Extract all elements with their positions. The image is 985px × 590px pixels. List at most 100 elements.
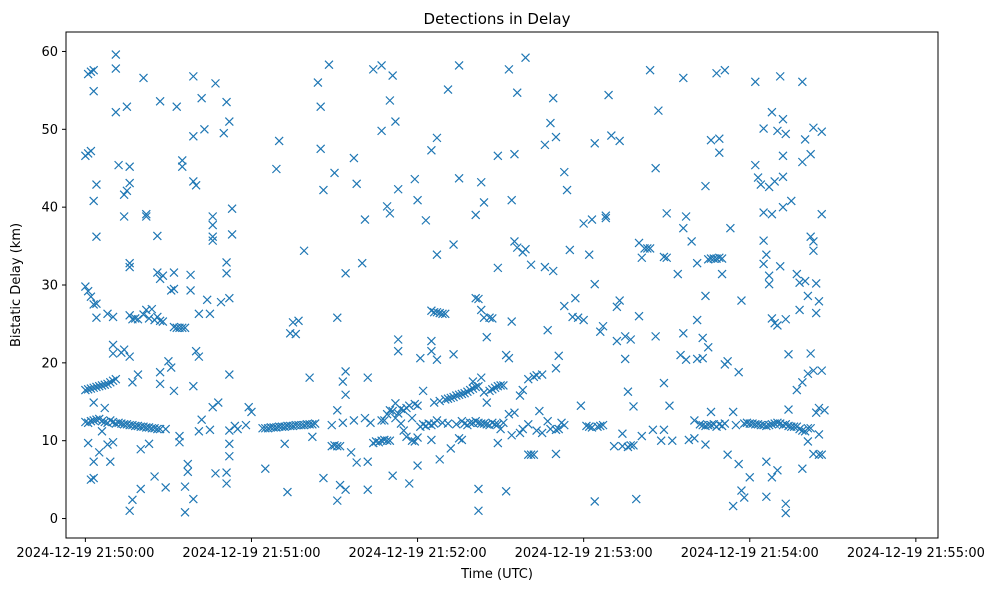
data-point (601, 211, 611, 221)
data-point (482, 398, 492, 407)
data-point (759, 259, 769, 269)
data-point (761, 421, 771, 431)
data-point (462, 387, 472, 397)
data-point (775, 261, 785, 271)
data-point (407, 436, 417, 446)
x-tick-label: 2024-12-19 21:54:00 (681, 546, 819, 561)
data-point (523, 419, 533, 429)
data-point (158, 317, 168, 327)
data-point (119, 212, 129, 221)
data-point (584, 250, 594, 260)
data-point (634, 311, 644, 321)
data-point (551, 132, 561, 142)
data-point (180, 323, 190, 333)
data-point (521, 53, 530, 63)
y-tick-label: 60 (41, 45, 58, 60)
data-point (598, 321, 608, 331)
data-point (701, 440, 710, 450)
data-point (216, 297, 226, 307)
data-point (678, 73, 688, 83)
data-point (482, 419, 492, 429)
data-point (809, 123, 818, 133)
data-point (114, 418, 124, 428)
data-point (728, 501, 738, 511)
data-point (152, 312, 162, 322)
data-point (507, 430, 517, 440)
data-point (817, 127, 827, 137)
data-point (94, 447, 104, 457)
data-point (723, 356, 733, 366)
data-point (410, 399, 420, 409)
data-point (357, 258, 367, 268)
data-point (554, 351, 564, 361)
data-point (653, 106, 663, 116)
data-point (487, 314, 497, 323)
data-point (332, 313, 342, 323)
data-point (659, 425, 669, 435)
data-point (493, 419, 503, 429)
data-point (86, 67, 96, 77)
data-point (393, 184, 403, 194)
data-point (227, 204, 237, 214)
data-point (518, 385, 528, 395)
data-point (548, 93, 558, 103)
data-point (504, 353, 514, 363)
data-point (637, 431, 647, 441)
data-point (681, 212, 691, 221)
data-point (224, 426, 234, 435)
data-point (797, 464, 807, 474)
data-point (615, 296, 625, 305)
data-point (737, 486, 746, 495)
data-point (792, 385, 802, 395)
data-point (767, 314, 777, 323)
data-point (617, 429, 627, 439)
data-point (579, 315, 589, 325)
data-point (133, 314, 143, 324)
data-point (260, 464, 270, 474)
data-point (703, 342, 713, 352)
data-point (161, 424, 171, 434)
data-point (125, 258, 135, 268)
data-point (501, 486, 511, 496)
y-tick-label: 40 (41, 201, 58, 216)
data-point (689, 416, 699, 425)
data-point (319, 185, 328, 195)
data-point (191, 346, 201, 356)
data-point (197, 415, 207, 425)
data-point (86, 416, 96, 426)
data-point (809, 366, 818, 376)
data-point (648, 425, 658, 435)
data-point (125, 162, 135, 172)
data-point (407, 413, 417, 423)
data-point (590, 496, 600, 506)
data-point (338, 377, 348, 386)
data-point (498, 418, 508, 428)
data-point (224, 293, 234, 303)
data-point (177, 162, 187, 172)
data-point (507, 317, 517, 327)
data-point (316, 102, 326, 112)
data-point (89, 383, 99, 393)
data-point (224, 370, 234, 379)
data-point (764, 279, 774, 289)
data-point (590, 138, 600, 148)
data-point (94, 381, 104, 391)
data-point (471, 382, 481, 392)
data-point (341, 268, 351, 278)
data-point (789, 422, 799, 432)
data-point (144, 439, 154, 449)
data-point (152, 268, 162, 277)
data-point (811, 279, 821, 288)
data-point (421, 215, 431, 225)
data-point (280, 439, 290, 449)
data-point (529, 450, 539, 460)
data-point (385, 208, 395, 218)
data-point (692, 258, 702, 268)
y-tick-label: 20 (41, 356, 58, 371)
data-point (199, 124, 209, 134)
data-point (288, 317, 298, 327)
data-point (706, 135, 716, 145)
data-point (460, 388, 470, 398)
data-point (166, 363, 176, 372)
data-point (418, 386, 428, 396)
